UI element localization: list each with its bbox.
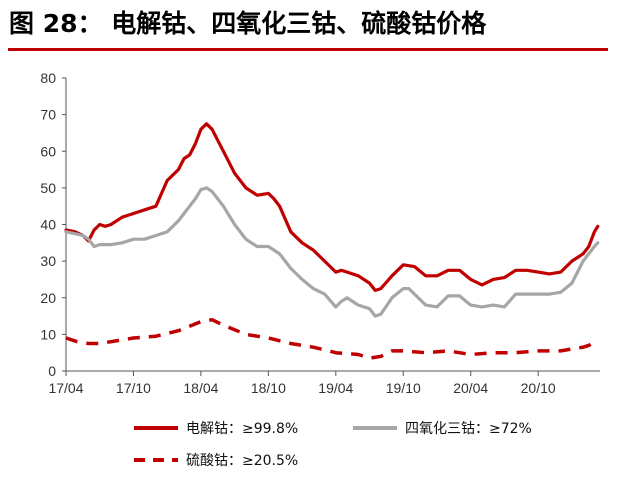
- y-tick-label: 30: [40, 253, 56, 269]
- chart-axes: 0 10 20 30 40 50 60 70 80 17/04 17/10 18/04 18/10 19/…: [40, 70, 600, 396]
- y-tick-label: 50: [40, 180, 56, 196]
- chart-legend: 电解钴：≥99.8% 四氧化三钴：≥72% 硫酸钴：≥20.5%: [134, 421, 532, 469]
- chart-series: [64, 122, 600, 360]
- y-tick-label: 0: [48, 363, 56, 379]
- series-line-3: [65, 317, 599, 360]
- legend-label-2: 四氧化三钴：≥72%: [405, 421, 532, 437]
- y-tick-label: 60: [40, 143, 56, 159]
- series-line-1: [64, 122, 600, 292]
- legend-label-3: 硫酸钴：≥20.5%: [186, 453, 298, 469]
- title-divider: [8, 48, 608, 51]
- chart-title: 图 28： 电解钴、四氧化三钴、硫酸钴价格: [9, 9, 487, 38]
- x-tick-label: 18/04: [183, 380, 218, 396]
- y-tick-label: 80: [40, 70, 56, 86]
- x-tick-label: 19/04: [318, 380, 353, 396]
- y-tick-label: 20: [40, 290, 56, 306]
- x-tick-label: 18/10: [251, 380, 286, 396]
- x-tick-label: 20/04: [453, 380, 488, 396]
- x-tick-label: 17/04: [48, 380, 83, 396]
- y-tick-label: 10: [40, 326, 56, 342]
- x-tick-label: 17/10: [116, 380, 151, 396]
- x-tick-label: 19/10: [386, 380, 421, 396]
- y-tick-label: 40: [40, 217, 56, 233]
- y-tick-label: 70: [40, 107, 56, 123]
- series-line-2: [64, 186, 600, 318]
- legend-label-1: 电解钴：≥99.8%: [186, 421, 298, 437]
- x-tick-label: 20/10: [521, 380, 556, 396]
